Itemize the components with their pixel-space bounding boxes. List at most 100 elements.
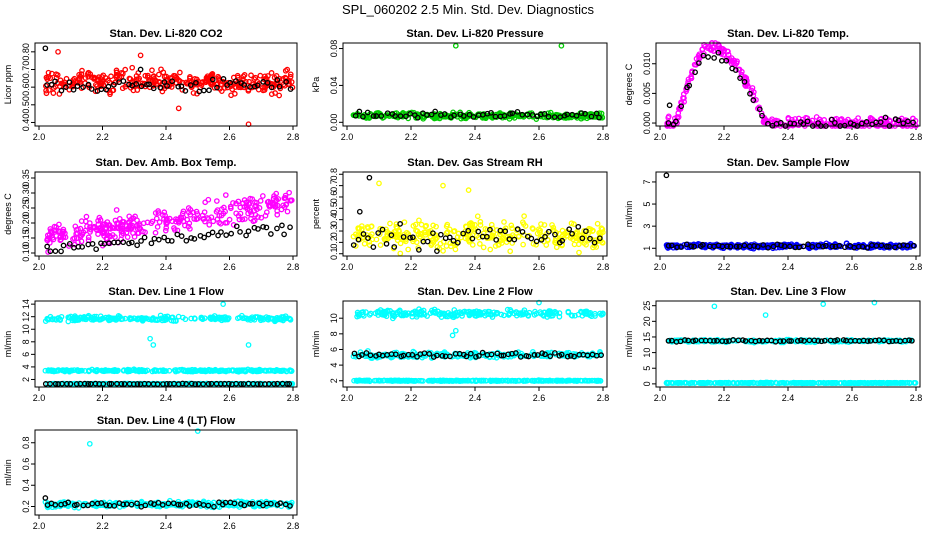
x-tick-label: 2.6 [846,393,859,403]
data-point-primary [162,227,169,234]
data-point-reference [892,116,899,123]
data-point-primary [269,81,276,88]
data-point-reference [900,120,907,127]
data-point-primary [716,43,723,49]
data-point-upper [253,314,259,321]
data-point-primary [214,216,221,223]
data-point-upper [74,317,81,323]
data-point-primary [230,200,236,206]
data-point-reference [692,69,698,76]
data-point-reference [460,230,467,237]
data-point-primary [149,218,156,225]
data-point-primary [521,213,527,219]
data-point-primary [265,73,271,79]
data-point-reference [133,81,140,87]
data-point-primary [80,229,87,236]
data-point-reference [373,113,380,119]
data-point-primary [396,227,402,234]
y-tick-label: 0.70 [21,61,31,79]
data-point-primary [82,75,89,81]
data-point-reference [859,243,866,250]
data-point-primary [93,226,100,233]
y-tick-label: 0.20 [21,214,31,232]
data-point-primary [228,92,234,99]
data-point-primary [416,217,422,224]
data-point-primary [95,221,102,228]
data-point-reference [910,242,917,249]
data-point-primary [56,221,62,228]
outlier-point [147,335,153,342]
data-point-reference [910,119,916,126]
data-point-primary [403,229,410,236]
y-tick-label: 0.04 [329,77,339,95]
x-tick-label: 2.0 [33,132,46,142]
y-tick-label: 0.000 [642,112,652,135]
data-point-primary [107,91,113,98]
data-point-primary [135,230,142,236]
x-tick-label: 2.2 [96,262,109,272]
outlier-point [440,182,446,189]
data-point-primary [228,205,234,212]
y-tick-label: 0.25 [21,199,31,217]
y-tick-label: 10 [642,348,652,358]
plot-frame-top [34,171,298,257]
x-tick-label: 2.6 [223,393,236,403]
data-point-primary [163,219,169,226]
y-tick-label: 0.2 [21,500,31,513]
x-tick-label: 2.4 [160,132,173,142]
data-point-primary [178,215,185,221]
data-point-reference [191,236,198,242]
y-tick-label: 2 [329,378,339,383]
data-point-primary [258,214,265,221]
data-point-reference [80,84,86,90]
data-point-primary [104,232,111,239]
x-tick-label: 2.8 [910,262,923,272]
x-tick-label: 2.6 [533,393,546,403]
x-tick-label: 2.2 [405,132,418,142]
data-point-primary [693,55,700,62]
data-point-primary [218,212,225,219]
data-point-primary [79,67,85,74]
data-point-reference [487,226,493,233]
data-point-reference [883,243,890,250]
y-axis-label: ml/min [624,201,634,228]
data-point-primary [537,227,544,234]
data-point-reference [529,112,536,118]
data-point-reference [397,221,403,227]
data-point-primary [422,223,429,230]
x-tick-label: 2.8 [287,262,300,272]
data-point-reference [737,75,743,81]
data-point-primary [243,199,250,206]
data-point-primary [533,241,539,248]
data-point-reference [588,113,595,120]
data-point-primary [95,74,102,80]
data-point-primary [515,233,522,240]
data-point-primary [286,189,292,196]
data-point-primary [443,223,450,230]
data-point-primary [166,215,173,222]
data-point-reference [370,113,377,119]
data-point-reference [241,82,248,88]
x-tick-label: 2.4 [469,262,482,272]
data-point-reference [255,226,261,232]
data-point-primary [129,64,136,71]
x-tick-label: 2.0 [341,393,354,403]
data-point-reference [864,245,871,251]
data-point-primary [576,249,582,256]
data-point-reference [281,231,287,238]
data-point-primary [209,79,215,86]
data-point-primary [78,218,85,224]
data-point-reference [451,112,457,119]
y-axis-label: degrees C [624,63,634,105]
data-point-primary [224,219,230,226]
data-point-primary [156,219,163,226]
y-tick-label: 0.2 [329,236,339,249]
data-point-upper [67,313,74,320]
data-point-reference [164,83,170,89]
data-point-upper [201,315,208,322]
data-point-reference [533,238,540,245]
data-point-reference [673,118,679,125]
data-point-primary [205,216,212,222]
data-point-reference [892,244,898,251]
y-tick-label: 5 [642,366,652,371]
